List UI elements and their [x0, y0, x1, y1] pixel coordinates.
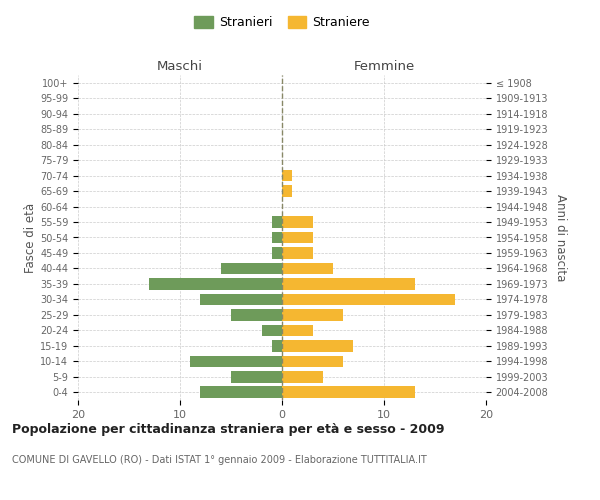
- Bar: [282, 262, 333, 274]
- Bar: [262, 324, 282, 336]
- Bar: [282, 371, 323, 382]
- Bar: [282, 247, 313, 259]
- Bar: [190, 356, 282, 367]
- Bar: [282, 232, 313, 243]
- Bar: [272, 216, 282, 228]
- Bar: [282, 356, 343, 367]
- Text: COMUNE DI GAVELLO (RO) - Dati ISTAT 1° gennaio 2009 - Elaborazione TUTTITALIA.IT: COMUNE DI GAVELLO (RO) - Dati ISTAT 1° g…: [12, 455, 427, 465]
- Bar: [282, 216, 313, 228]
- Bar: [272, 232, 282, 243]
- Text: Popolazione per cittadinanza straniera per età e sesso - 2009: Popolazione per cittadinanza straniera p…: [12, 422, 445, 436]
- Bar: [282, 386, 415, 398]
- Bar: [272, 340, 282, 351]
- Text: Femmine: Femmine: [353, 60, 415, 72]
- Bar: [282, 324, 313, 336]
- Bar: [221, 262, 282, 274]
- Bar: [149, 278, 282, 289]
- Bar: [282, 278, 415, 289]
- Text: Maschi: Maschi: [157, 60, 203, 72]
- Bar: [282, 309, 343, 320]
- Bar: [272, 247, 282, 259]
- Bar: [282, 340, 353, 351]
- Y-axis label: Fasce di età: Fasce di età: [24, 202, 37, 272]
- Bar: [231, 371, 282, 382]
- Bar: [282, 186, 292, 197]
- Legend: Stranieri, Straniere: Stranieri, Straniere: [189, 11, 375, 34]
- Bar: [282, 170, 292, 181]
- Bar: [200, 386, 282, 398]
- Bar: [200, 294, 282, 305]
- Bar: [231, 309, 282, 320]
- Bar: [282, 294, 455, 305]
- Y-axis label: Anni di nascita: Anni di nascita: [554, 194, 567, 281]
